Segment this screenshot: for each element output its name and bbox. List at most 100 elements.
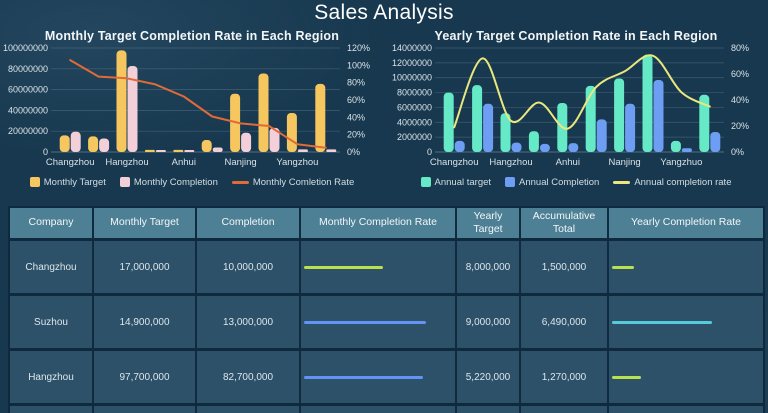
cell-completion: 10,000,000 xyxy=(197,241,301,293)
cell-monthly-target: 97,700,000 xyxy=(94,351,197,403)
table-row-hangzhou: Hangzhou 97,700,000 82,700,000 5,220,000 1,2… xyxy=(10,351,763,403)
bar-annual-target xyxy=(585,85,596,152)
cell-company: Changzhou xyxy=(10,241,94,293)
cell-empty xyxy=(521,406,609,413)
bar-monthly-target xyxy=(286,113,297,152)
y-right-tick: 20% xyxy=(731,121,749,131)
bar-monthly-completion xyxy=(99,138,110,152)
cell-empty xyxy=(609,406,763,413)
bar-monthly-target xyxy=(258,73,269,152)
monthly-chart-canvas[interactable]: 100000000 80000000 60000000 40000000 2000000… xyxy=(0,44,384,174)
cell-monthly-completion-rate xyxy=(301,351,457,403)
y-left-tick: 80000000 xyxy=(8,64,48,74)
legend-item-annual-completion-rate[interactable]: Annual completion rate xyxy=(613,177,731,188)
bar-annual-completion xyxy=(596,119,607,152)
column-header-completion: Completion xyxy=(197,208,301,238)
y-left-tick: 2000000 xyxy=(397,132,432,142)
completion-rate-line xyxy=(612,265,634,269)
cell-empty xyxy=(197,406,301,413)
y-left-tick: 40000000 xyxy=(8,105,48,115)
y-right-tick: 40% xyxy=(347,112,365,122)
bar-annual-target xyxy=(614,78,625,152)
y-right-tick: 40% xyxy=(731,95,749,105)
bar-annual-completion xyxy=(454,140,465,152)
charts-row: Monthly Target Completion Rate in Each R… xyxy=(0,27,768,205)
x-axis-label: Yangzhou xyxy=(276,157,318,168)
legend-item-monthly-comletion-rate[interactable]: Monthly Comletion Rate xyxy=(231,177,354,188)
legend-label: Monthly Completion xyxy=(133,176,218,188)
bar-annual-target xyxy=(670,140,681,152)
bar-monthly-target xyxy=(201,140,212,152)
completion-rate-line xyxy=(304,265,384,269)
x-axis-label: Hangzhou xyxy=(489,157,532,168)
table-row-changzhou: Changzhou 17,000,000 10,000,000 8,000,000 1,… xyxy=(10,241,763,293)
cell-accumulative-total: 1,500,000 xyxy=(521,241,609,293)
bar-annual-target xyxy=(500,113,511,152)
bar-annual-completion xyxy=(568,143,579,152)
x-axis-label: Hangzhou xyxy=(105,157,148,168)
page-title: Sales Analysis xyxy=(314,1,454,24)
cell-yearly-completion-rate xyxy=(609,351,763,403)
y-left-tick: 6000000 xyxy=(397,102,432,112)
legend-square-swatch xyxy=(119,177,130,187)
cell-completion: 13,000,000 xyxy=(197,296,301,348)
monthly-chart-title: Monthly Target Completion Rate in Each R… xyxy=(44,29,340,43)
line-monthly-comletion-rate xyxy=(69,59,327,149)
y-left-tick: 8000000 xyxy=(397,88,432,98)
cell-yearly-completion-rate xyxy=(609,241,763,293)
column-header-yearly-completion-rate: Yearly Completion Rate xyxy=(631,216,741,229)
legend-item-monthly-target[interactable]: Monthly Target xyxy=(29,177,106,188)
x-axis-label: Nanjing xyxy=(608,157,640,168)
y-right-tick: 120% xyxy=(347,44,370,53)
bar-monthly-completion xyxy=(212,147,223,152)
cell-accumulative-total: 6,490,000 xyxy=(521,296,609,348)
bar-annual-completion xyxy=(681,148,692,152)
y-right-tick: 60% xyxy=(731,69,749,79)
cell-empty xyxy=(94,406,197,413)
bar-monthly-target xyxy=(88,136,99,152)
bar-monthly-target xyxy=(144,149,155,152)
completion-rate-line xyxy=(612,375,642,379)
bar-monthly-completion xyxy=(241,132,252,152)
y-left-tick: 0 xyxy=(427,147,432,157)
x-axis-label: Anhui xyxy=(172,157,196,168)
cell-monthly-completion-rate xyxy=(301,241,457,293)
legend-item-monthly-completion[interactable]: Monthly Completion xyxy=(119,176,218,188)
legend-label: Annual Completion xyxy=(519,176,600,188)
y-left-tick: 14000000 xyxy=(392,44,432,53)
yearly-chart-canvas[interactable]: 14000000 12000000 10000000 8000000 6000000 40… xyxy=(384,44,768,174)
cell-accumulative-total: 1,270,000 xyxy=(521,351,609,403)
cell-monthly-completion-rate xyxy=(301,296,457,348)
y-right-tick: 0% xyxy=(731,147,744,157)
bar-monthly-target xyxy=(116,50,127,152)
bar-annual-target xyxy=(472,85,483,152)
x-axis-label: Changzhou xyxy=(46,157,95,168)
bar-monthly-completion xyxy=(326,149,337,152)
bar-monthly-completion xyxy=(70,131,81,152)
bar-annual-target xyxy=(642,54,653,152)
bar-annual-completion xyxy=(625,103,636,152)
y-right-tick: 100% xyxy=(347,60,370,70)
cell-monthly-target: 17,000,000 xyxy=(94,241,197,293)
x-axis-label: Anhui xyxy=(556,157,580,168)
legend-item-annual-completion[interactable]: Annual Completion xyxy=(505,177,599,188)
legend-item-annual-target[interactable]: Annual target xyxy=(420,176,492,188)
column-header-accumulative-total: Accumulative Total xyxy=(521,208,609,238)
bar-annual-target xyxy=(528,131,539,152)
cell-company: Hangzhou xyxy=(10,351,94,403)
bar-annual-target xyxy=(443,92,454,152)
bar-annual-target xyxy=(699,94,710,152)
legend-square-swatch xyxy=(505,177,516,187)
legend-label: Annual target xyxy=(434,176,492,188)
cell-yearly-target: 9,000,000 xyxy=(457,296,521,348)
column-header-monthly-target: Monthly Target xyxy=(94,208,197,238)
cell-monthly-target: 14,900,000 xyxy=(94,296,197,348)
completion-rate-line xyxy=(304,320,426,324)
cell-completion: 82,700,000 xyxy=(197,351,301,403)
yearly-chart: Yearly Target Completion Rate in Each Re… xyxy=(384,27,768,205)
bar-monthly-target xyxy=(173,149,184,152)
y-left-tick: 12000000 xyxy=(392,58,432,68)
bar-annual-completion xyxy=(653,79,664,152)
x-axis-label: Changzhou xyxy=(430,157,479,168)
x-axis-label: Yangzhuo xyxy=(660,157,702,168)
